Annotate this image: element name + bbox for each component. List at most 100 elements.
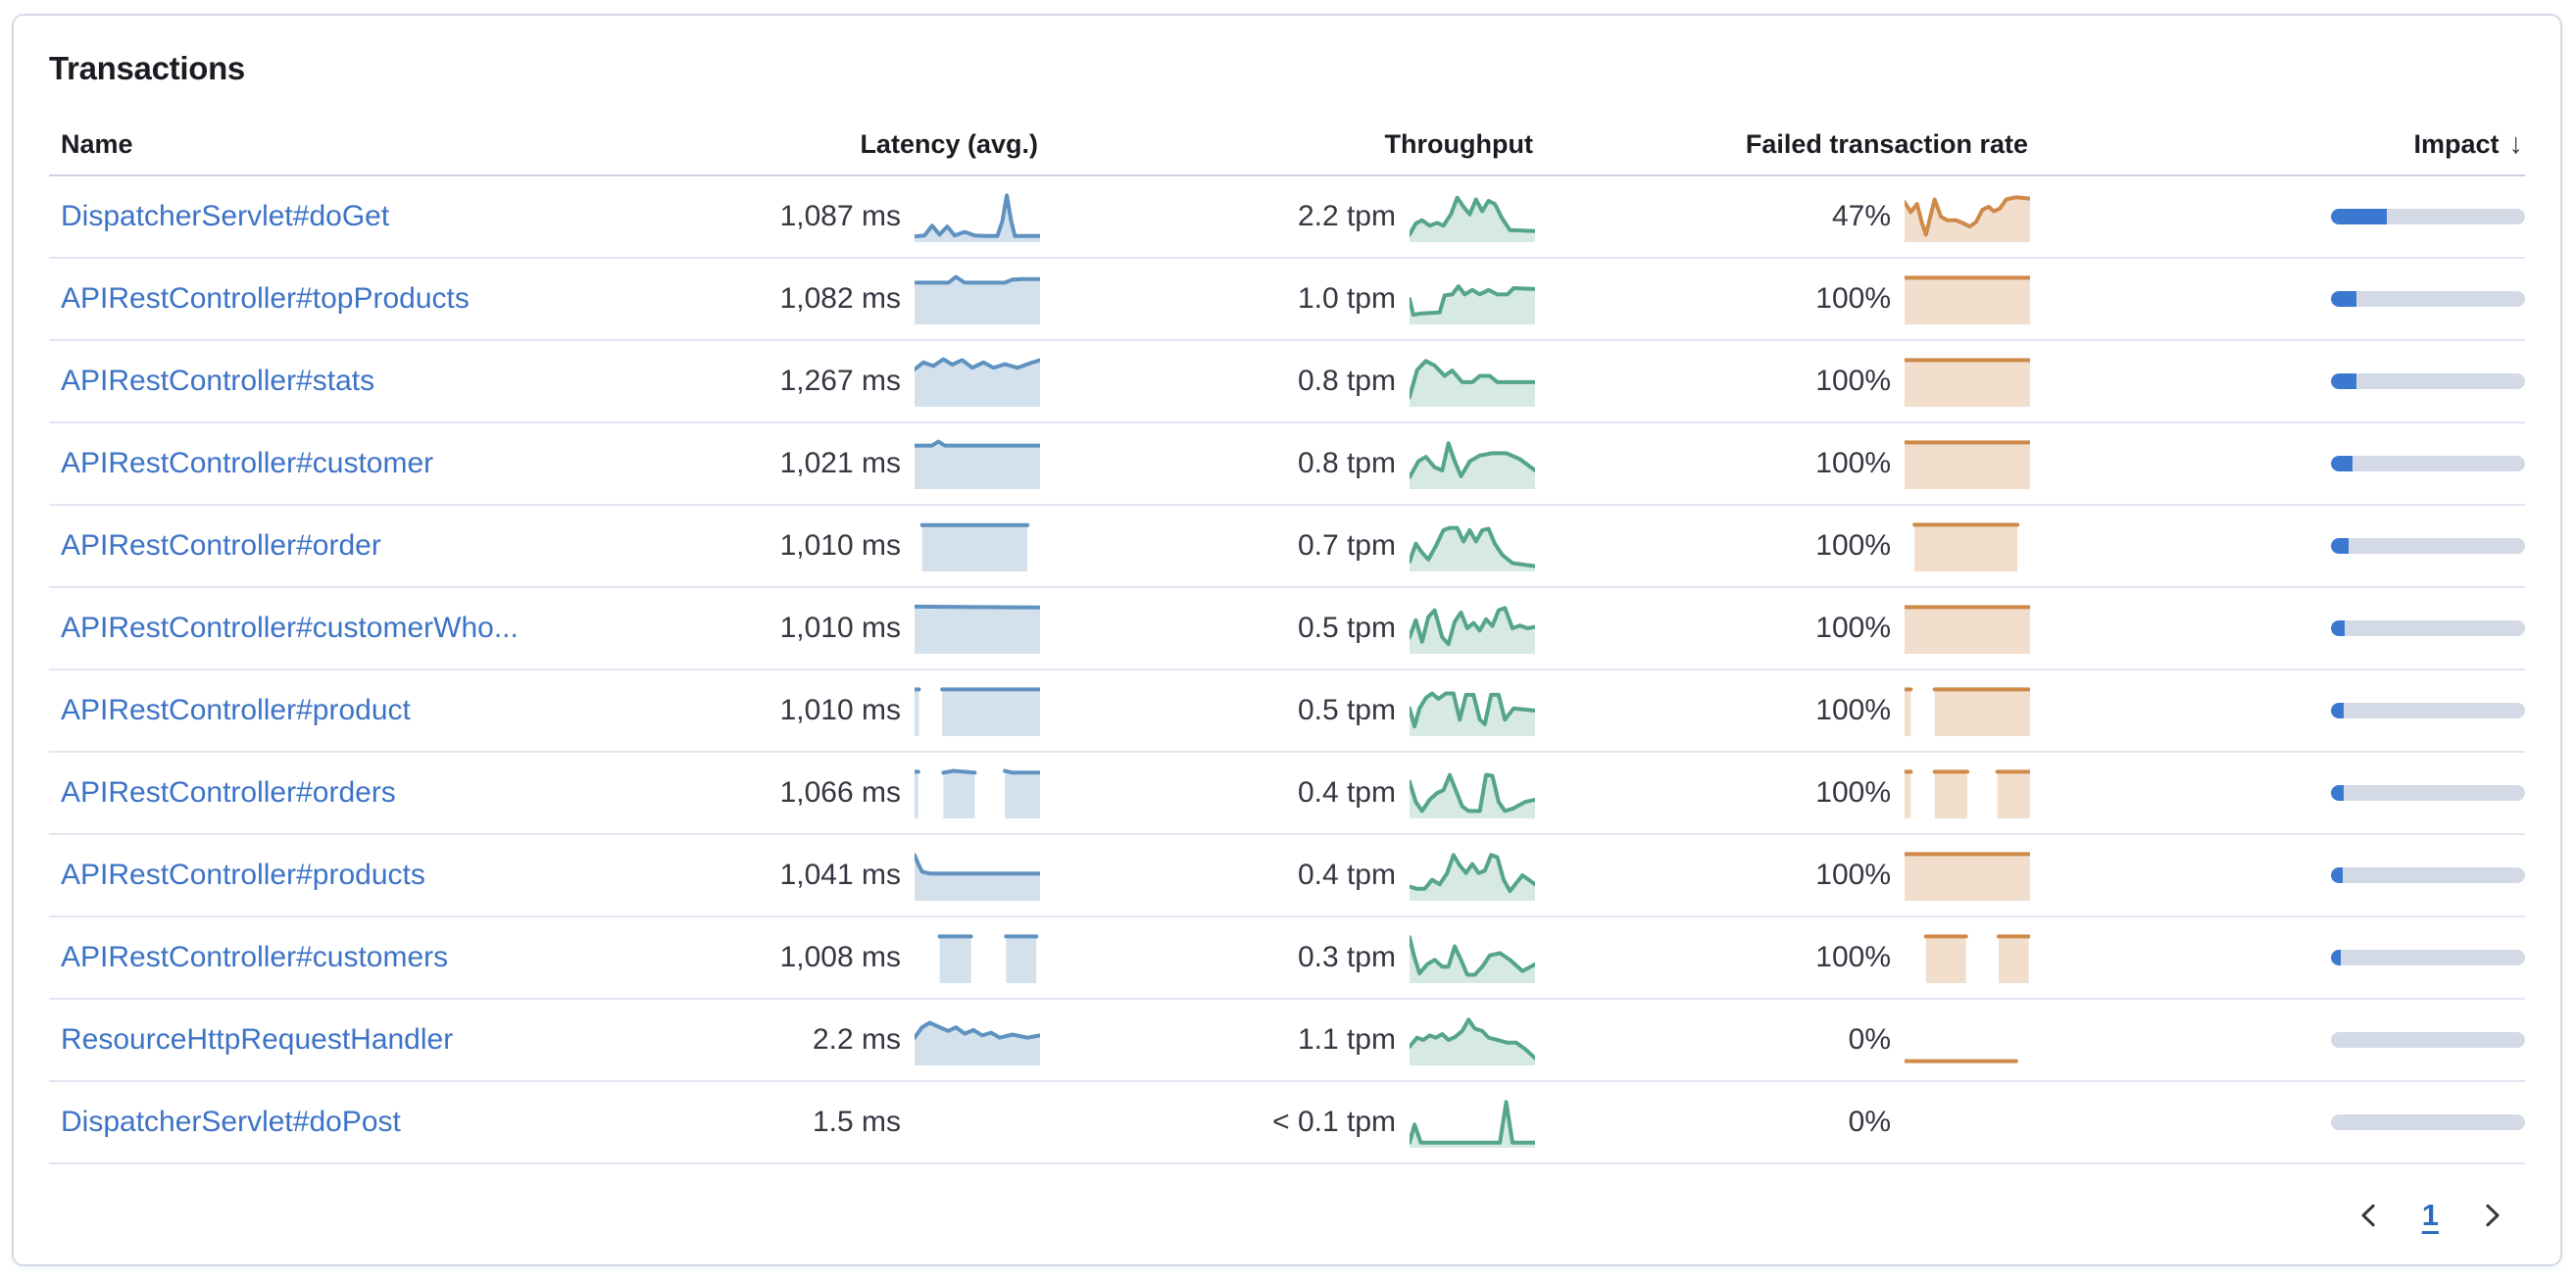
- failed-rate-value: 0%: [1848, 1023, 1891, 1056]
- throughput-sparkline: [1410, 284, 1535, 324]
- col-header-latency[interactable]: Latency (avg.): [860, 128, 1038, 159]
- transaction-name-link[interactable]: APIRestController#customers: [61, 941, 449, 973]
- throughput-value: 0.5 tpm: [1297, 612, 1396, 644]
- failed-rate-sparkline: [1905, 769, 2030, 818]
- transaction-name-link[interactable]: APIRestController#product: [61, 694, 411, 726]
- table-row: APIRestController#products 1,041 ms 0.4 …: [49, 835, 2525, 917]
- col-header-throughput[interactable]: Throughput: [1384, 128, 1533, 159]
- impact-header-label: Impact: [2413, 128, 2500, 159]
- failed-rate-sparkline: [1905, 852, 2030, 901]
- next-page-button[interactable]: [2474, 1198, 2509, 1233]
- impact-bar-fill: [2331, 620, 2345, 636]
- throughput-sparkline: [1410, 1017, 1535, 1065]
- latency-value: 1,021 ms: [779, 447, 901, 479]
- card-title: Transactions: [49, 50, 245, 86]
- impact-bar: [2331, 456, 2525, 471]
- impact-bar: [2331, 950, 2525, 965]
- impact-bar: [2331, 703, 2525, 718]
- transaction-name-link[interactable]: APIRestController#order: [61, 529, 381, 562]
- latency-sparkline: [915, 193, 1040, 242]
- failed-rate-sparkline: [1905, 275, 2030, 324]
- transaction-name-link[interactable]: APIRestController#products: [61, 859, 425, 891]
- latency-value: 1,010 ms: [779, 529, 901, 562]
- transaction-name-link[interactable]: APIRestController#topProducts: [61, 282, 470, 315]
- impact-bar-fill: [2331, 950, 2341, 965]
- transactions-table: Name Latency (avg.) Throughput Failed tr…: [49, 114, 2525, 1164]
- failed-rate-value: 100%: [1815, 365, 1891, 397]
- throughput-sparkline: [1410, 1100, 1535, 1148]
- throughput-value: 0.4 tpm: [1297, 776, 1396, 809]
- failed-rate-sparkline: [1905, 195, 2030, 242]
- transaction-name-link[interactable]: DispatcherServlet#doPost: [61, 1106, 401, 1138]
- prev-page-button[interactable]: [2352, 1198, 2387, 1233]
- throughput-value: 0.5 tpm: [1297, 694, 1396, 726]
- impact-bar: [2331, 785, 2525, 801]
- col-header-impact[interactable]: Impact ↓: [2030, 128, 2525, 161]
- failed-rate-sparkline: [1905, 605, 2030, 654]
- impact-bar: [2331, 373, 2525, 389]
- failed-rate-value: 100%: [1815, 941, 1891, 973]
- failed-rate-value: 100%: [1815, 282, 1891, 315]
- throughput-sparkline: [1410, 359, 1535, 407]
- impact-bar: [2331, 538, 2525, 554]
- throughput-value: < 0.1 tpm: [1272, 1106, 1396, 1138]
- table-row: APIRestController#topProducts 1,082 ms 1…: [49, 259, 2525, 341]
- impact-bar-fill: [2331, 456, 2353, 471]
- failed-rate-sparkline: [1912, 522, 2020, 571]
- latency-value: 1.5 ms: [812, 1106, 901, 1138]
- table-row: APIRestController#order 1,010 ms 0.7 tpm…: [49, 506, 2525, 588]
- latency-value: 1,087 ms: [779, 200, 901, 232]
- transaction-name-link[interactable]: APIRestController#stats: [61, 365, 375, 397]
- col-header-name[interactable]: Name: [61, 128, 133, 159]
- impact-bar-fill: [2331, 703, 2344, 718]
- table-row: APIRestController#orders 1,066 ms 0.4 tp…: [49, 753, 2525, 835]
- latency-value: 1,008 ms: [779, 941, 901, 973]
- transaction-name-link[interactable]: APIRestController#customerWho...: [61, 612, 519, 644]
- latency-value: 1,082 ms: [779, 282, 901, 315]
- table-row: APIRestController#customers 1,008 ms 0.3…: [49, 917, 2525, 1000]
- failed-rate-value: 0%: [1848, 1106, 1891, 1138]
- latency-value: 1,267 ms: [779, 365, 901, 397]
- chevron-right-icon: [2486, 1204, 2500, 1227]
- latency-sparkline: [915, 687, 1040, 736]
- transaction-name-link[interactable]: ResourceHttpRequestHandler: [61, 1023, 454, 1056]
- throughput-value: 0.8 tpm: [1297, 365, 1396, 397]
- table-body: DispatcherServlet#doGet 1,087 ms 2.2 tpm…: [49, 176, 2525, 1164]
- transactions-card: Transactions Name Latency (avg.) Through…: [12, 14, 2562, 1266]
- impact-bar-fill: [2331, 867, 2343, 883]
- transaction-name-link[interactable]: DispatcherServlet#doGet: [61, 200, 390, 232]
- impact-bar: [2331, 209, 2525, 224]
- page-number-current[interactable]: 1: [2421, 1198, 2439, 1232]
- sort-desc-icon: ↓: [2508, 127, 2524, 160]
- latency-value: 2.2 ms: [812, 1023, 901, 1056]
- throughput-value: 0.3 tpm: [1297, 941, 1396, 973]
- impact-bar: [2331, 1114, 2525, 1130]
- pagination: 1: [49, 1186, 2525, 1245]
- failed-rate-sparkline: [1905, 1059, 2018, 1063]
- throughput-value: 0.8 tpm: [1297, 447, 1396, 479]
- latency-sparkline: [915, 853, 1040, 901]
- table-row: APIRestController#customerWho... 1,010 m…: [49, 588, 2525, 670]
- latency-sparkline: [915, 439, 1040, 489]
- transaction-name-link[interactable]: APIRestController#orders: [61, 776, 396, 809]
- latency-value: 1,010 ms: [779, 612, 901, 644]
- throughput-sparkline: [1410, 935, 1535, 983]
- failed-rate-value: 100%: [1815, 776, 1891, 809]
- latency-sparkline: [915, 274, 1040, 324]
- impact-bar-fill: [2331, 291, 2356, 307]
- failed-rate-value: 100%: [1815, 529, 1891, 562]
- table-row: APIRestController#product 1,010 ms 0.5 t…: [49, 670, 2525, 753]
- throughput-value: 2.2 tpm: [1297, 200, 1396, 232]
- col-header-failed-rate[interactable]: Failed transaction rate: [1745, 128, 2028, 159]
- chevron-left-icon: [2361, 1204, 2375, 1227]
- failed-rate-value: 100%: [1815, 859, 1891, 891]
- latency-sparkline: [915, 1020, 1040, 1065]
- throughput-sparkline: [1410, 195, 1535, 242]
- latency-sparkline: [919, 522, 1030, 571]
- failed-rate-value: 100%: [1815, 612, 1891, 644]
- latency-value: 1,010 ms: [779, 694, 901, 726]
- failed-rate-value: 47%: [1831, 200, 1891, 232]
- transaction-name-link[interactable]: APIRestController#customer: [61, 447, 434, 479]
- impact-bar-fill: [2331, 373, 2356, 389]
